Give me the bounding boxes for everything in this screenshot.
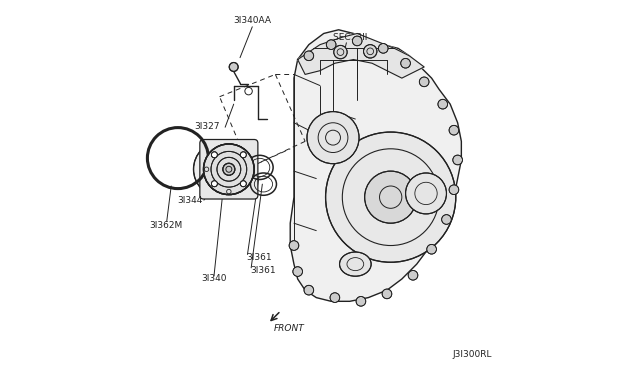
Ellipse shape <box>340 252 371 276</box>
Circle shape <box>289 241 299 250</box>
Circle shape <box>353 36 362 46</box>
Circle shape <box>449 185 459 195</box>
Text: 3I361: 3I361 <box>250 266 276 275</box>
Circle shape <box>378 44 388 53</box>
Circle shape <box>438 99 447 109</box>
Text: J3I300RL: J3I300RL <box>452 350 492 359</box>
Circle shape <box>334 45 347 59</box>
Circle shape <box>453 155 463 165</box>
Text: 3I362M: 3I362M <box>149 221 182 230</box>
Circle shape <box>326 132 456 262</box>
Text: FRONT: FRONT <box>273 324 304 333</box>
Circle shape <box>229 62 238 71</box>
Circle shape <box>211 152 218 158</box>
Circle shape <box>330 293 340 302</box>
Circle shape <box>406 173 447 214</box>
Circle shape <box>204 144 254 195</box>
Circle shape <box>365 171 417 223</box>
Circle shape <box>293 267 303 276</box>
Circle shape <box>419 77 429 87</box>
Circle shape <box>326 40 336 49</box>
Text: 3I344: 3I344 <box>177 196 202 205</box>
Text: 3I340AA: 3I340AA <box>234 16 271 25</box>
Text: SEC. 3II: SEC. 3II <box>333 33 367 42</box>
Circle shape <box>241 181 246 187</box>
Circle shape <box>304 51 314 61</box>
FancyBboxPatch shape <box>200 140 258 199</box>
Circle shape <box>408 270 418 280</box>
Circle shape <box>449 125 459 135</box>
Polygon shape <box>298 33 424 78</box>
Circle shape <box>223 163 235 175</box>
Circle shape <box>401 58 410 68</box>
Circle shape <box>211 181 218 187</box>
Circle shape <box>204 144 254 195</box>
Circle shape <box>193 141 250 197</box>
Circle shape <box>307 112 359 164</box>
Text: 3I340: 3I340 <box>201 274 227 283</box>
Circle shape <box>356 296 365 306</box>
Circle shape <box>427 244 436 254</box>
Circle shape <box>382 289 392 299</box>
Polygon shape <box>291 30 461 301</box>
Circle shape <box>364 45 377 58</box>
Text: 3I327: 3I327 <box>194 122 220 131</box>
Circle shape <box>304 285 314 295</box>
Circle shape <box>241 152 246 158</box>
Circle shape <box>442 215 451 224</box>
Text: 3I361: 3I361 <box>246 253 272 262</box>
